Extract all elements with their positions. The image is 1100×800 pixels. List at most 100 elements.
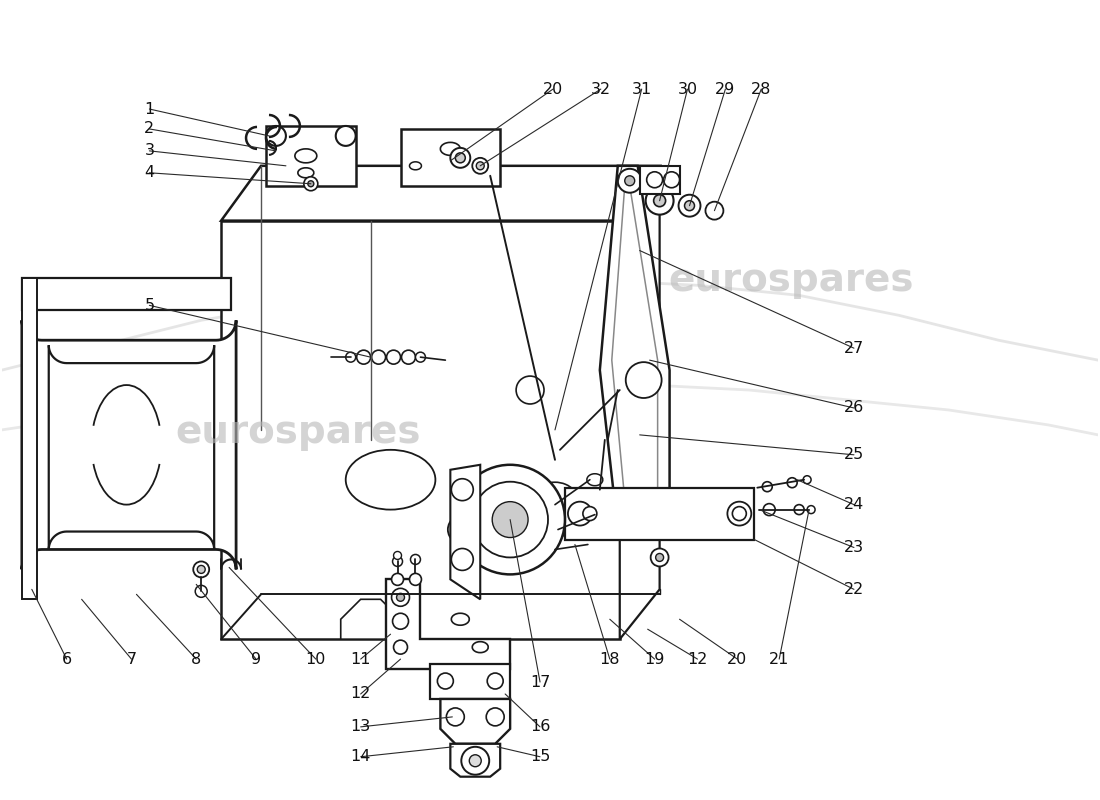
Bar: [629, 430, 650, 460]
Text: 13: 13: [351, 719, 371, 734]
Text: 20: 20: [543, 82, 563, 97]
Text: 1: 1: [144, 102, 154, 117]
Text: 7: 7: [126, 651, 136, 666]
Text: 6: 6: [62, 651, 72, 666]
Text: 17: 17: [530, 674, 550, 690]
Circle shape: [487, 673, 503, 689]
Text: 5: 5: [144, 298, 154, 313]
Circle shape: [392, 574, 404, 586]
Circle shape: [394, 551, 402, 559]
Text: 14: 14: [351, 750, 371, 764]
Text: 19: 19: [645, 651, 664, 666]
Text: 12: 12: [688, 651, 707, 666]
Circle shape: [568, 502, 592, 526]
Text: 29: 29: [715, 82, 736, 97]
Polygon shape: [450, 465, 481, 599]
Circle shape: [476, 162, 484, 170]
Circle shape: [308, 181, 314, 186]
Circle shape: [266, 126, 286, 146]
Circle shape: [197, 566, 206, 574]
Circle shape: [646, 186, 673, 214]
Text: 12: 12: [351, 686, 371, 702]
Text: eurospares: eurospares: [175, 413, 420, 451]
Circle shape: [626, 362, 661, 398]
Circle shape: [656, 554, 663, 562]
Circle shape: [663, 172, 680, 188]
Circle shape: [450, 148, 471, 168]
Circle shape: [455, 465, 565, 574]
Circle shape: [763, 504, 776, 515]
Circle shape: [583, 506, 597, 521]
Text: 23: 23: [844, 540, 864, 555]
Text: 32: 32: [591, 82, 611, 97]
Circle shape: [451, 478, 473, 501]
Polygon shape: [400, 129, 500, 186]
Text: 9: 9: [251, 651, 261, 666]
Polygon shape: [48, 345, 215, 550]
Bar: [640, 166, 680, 194]
Circle shape: [402, 350, 416, 364]
Text: 3: 3: [144, 143, 154, 158]
Circle shape: [803, 476, 811, 484]
Text: 15: 15: [530, 750, 550, 764]
Polygon shape: [22, 278, 231, 310]
Text: 28: 28: [751, 82, 771, 97]
Circle shape: [410, 554, 420, 565]
Polygon shape: [440, 699, 510, 744]
Circle shape: [461, 746, 490, 774]
Circle shape: [623, 508, 647, 531]
Text: 31: 31: [631, 82, 652, 97]
Circle shape: [705, 202, 724, 220]
Text: 16: 16: [530, 719, 550, 734]
Circle shape: [392, 588, 409, 606]
Polygon shape: [386, 579, 510, 669]
Circle shape: [438, 673, 453, 689]
Circle shape: [336, 126, 355, 146]
Circle shape: [486, 708, 504, 726]
Text: 30: 30: [678, 82, 697, 97]
Circle shape: [386, 350, 400, 364]
Circle shape: [394, 640, 407, 654]
Circle shape: [409, 574, 421, 586]
Text: 4: 4: [144, 166, 154, 180]
Circle shape: [393, 614, 408, 630]
Text: eurospares: eurospares: [669, 262, 914, 299]
Circle shape: [727, 502, 751, 526]
Polygon shape: [221, 221, 619, 639]
Text: 26: 26: [844, 401, 865, 415]
Polygon shape: [22, 320, 236, 570]
Polygon shape: [430, 664, 510, 699]
Text: 18: 18: [600, 651, 620, 666]
Circle shape: [195, 586, 207, 598]
Text: 25: 25: [844, 447, 865, 462]
Polygon shape: [565, 488, 755, 539]
Circle shape: [807, 506, 815, 514]
Circle shape: [650, 549, 669, 566]
Polygon shape: [221, 166, 660, 221]
Circle shape: [472, 482, 548, 558]
Circle shape: [372, 350, 386, 364]
Polygon shape: [341, 599, 400, 639]
Circle shape: [194, 562, 209, 578]
Circle shape: [472, 158, 488, 174]
Polygon shape: [612, 186, 658, 500]
Polygon shape: [619, 166, 660, 639]
Circle shape: [647, 172, 662, 188]
Text: 8: 8: [191, 651, 201, 666]
Circle shape: [304, 177, 318, 190]
Circle shape: [788, 478, 798, 488]
Circle shape: [733, 506, 746, 521]
Circle shape: [416, 352, 426, 362]
Polygon shape: [22, 278, 36, 599]
Bar: [629, 350, 650, 390]
Circle shape: [393, 557, 403, 566]
Text: 27: 27: [844, 341, 865, 356]
Polygon shape: [450, 744, 500, 777]
Circle shape: [629, 514, 640, 525]
Circle shape: [679, 194, 701, 217]
Circle shape: [492, 502, 528, 538]
Circle shape: [345, 352, 355, 362]
Text: 10: 10: [306, 651, 326, 666]
Circle shape: [396, 594, 405, 602]
Circle shape: [451, 549, 473, 570]
